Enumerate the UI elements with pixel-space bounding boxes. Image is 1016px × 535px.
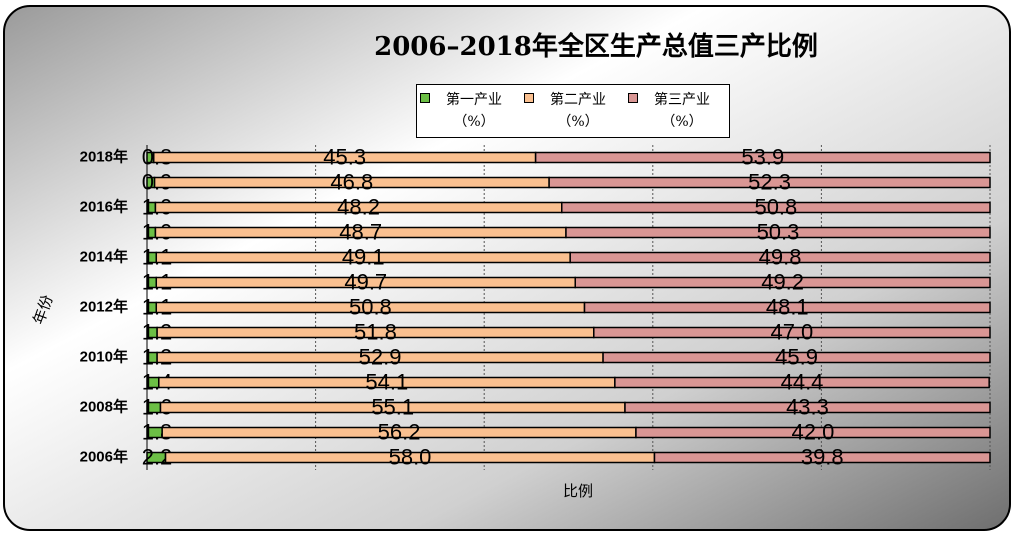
chart-title: 2006–2018年全区生产总值三产比例 [374, 31, 818, 62]
bar-segment [548, 176, 991, 189]
legend-swatch [628, 93, 638, 103]
y-tick-label: 2010年 [80, 347, 128, 365]
legend-item: 第三产业（%） [628, 89, 726, 137]
data-label: 44.4 [781, 369, 824, 394]
data-label: 49.1 [342, 244, 385, 269]
bar-segment [653, 451, 991, 464]
data-label: 50.3 [757, 219, 800, 244]
bar-segment [583, 301, 991, 314]
bar-segment [561, 201, 991, 214]
data-label: 45.3 [323, 144, 366, 169]
data-label: 47.0 [770, 319, 813, 344]
legend: 第一产业（%） 第二产业（%） 第三产业（%） [416, 84, 730, 138]
bar-segment [574, 276, 991, 289]
y-tick-label: 2006年 [80, 447, 128, 465]
y-tick-label: 2018年 [80, 147, 128, 165]
data-label: 50.8 [754, 194, 797, 219]
data-label: 54.1 [365, 369, 408, 394]
data-label: 52.9 [359, 344, 402, 369]
data-label: 45.9 [775, 344, 818, 369]
y-tick-label: 2014年 [80, 247, 128, 265]
bar-segment [534, 151, 991, 164]
bar-segment [569, 251, 991, 264]
legend-item: 第二产业（%） [524, 89, 622, 137]
legend-label: 第三产业（%） [654, 92, 710, 130]
data-label: 53.9 [741, 144, 784, 169]
bar-segment [565, 226, 991, 239]
y-tick-label: 2008年 [80, 397, 128, 415]
data-label: 56.2 [378, 419, 421, 444]
y-tick-label: 2016年 [80, 197, 128, 215]
legend-label: 第二产业（%） [550, 92, 606, 130]
bar-segment [602, 351, 991, 364]
bar-segment [593, 326, 991, 339]
data-label: 48.1 [766, 294, 809, 319]
data-label: 51.8 [354, 319, 397, 344]
data-label: 49.2 [761, 269, 804, 294]
data-label: 42.0 [792, 419, 835, 444]
data-label: 46.8 [330, 169, 373, 194]
y-tick-label: 2012年 [80, 297, 128, 315]
data-label: 52.3 [748, 169, 791, 194]
bar-segment [635, 426, 991, 439]
x-axis-title: 比例 [563, 482, 593, 500]
legend-item: 第一产业（%） [420, 89, 518, 137]
data-label: 50.8 [349, 294, 392, 319]
data-label: 49.7 [344, 269, 387, 294]
data-label: 43.3 [786, 394, 829, 419]
data-label: 49.8 [759, 244, 802, 269]
data-label: 58.0 [389, 444, 432, 469]
legend-swatch [420, 93, 430, 103]
data-label: 55.1 [371, 394, 414, 419]
data-label: 48.7 [339, 219, 382, 244]
data-label: 48.2 [337, 194, 380, 219]
data-label: 39.8 [801, 444, 844, 469]
bar-segment [614, 376, 990, 389]
bar-segment [624, 401, 991, 414]
legend-swatch [524, 93, 534, 103]
legend-label: 第一产业（%） [446, 92, 502, 130]
background [3, 5, 1011, 531]
